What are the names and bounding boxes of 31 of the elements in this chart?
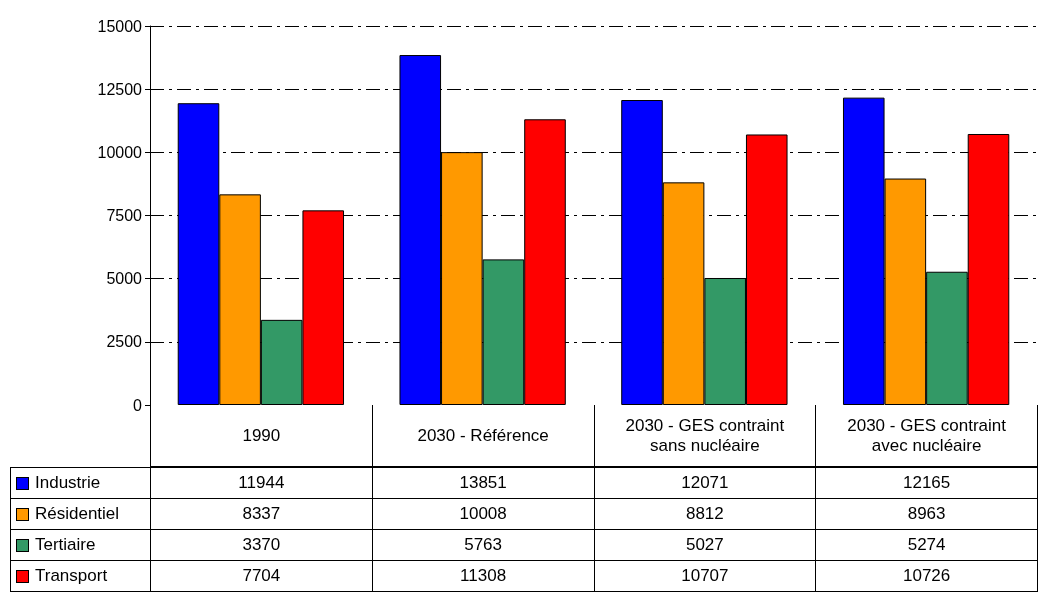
x-tick-label: 2030 - GES contraint avec nucléaire <box>815 405 1038 467</box>
data-label: 10008 <box>371 498 595 530</box>
data-label: 8812 <box>593 498 817 530</box>
data-label: 12165 <box>815 467 1038 499</box>
y-tick-label: 10000 <box>97 143 143 161</box>
data-label: 8963 <box>815 498 1038 530</box>
data-label: 13851 <box>371 467 595 499</box>
y-tick-label: 5000 <box>106 270 143 288</box>
y-tick-label: 7500 <box>106 207 143 224</box>
y-tick-label: 15000 <box>97 17 143 35</box>
data-label: 5274 <box>815 529 1038 561</box>
y-tick-label: 12500 <box>97 80 143 98</box>
legend-label: Tertiaire <box>10 529 151 561</box>
data-label: 5763 <box>371 529 595 561</box>
x-tick-label: 1990 <box>150 405 373 467</box>
data-label: 10707 <box>593 560 817 592</box>
legend-label: Résidentiel <box>10 498 151 530</box>
y-tick-label: 0 <box>133 396 143 414</box>
x-tick-label: 2030 - Référence <box>371 405 595 467</box>
data-label: 5027 <box>593 529 817 561</box>
legend-label: Industrie <box>10 467 151 499</box>
data-label: 7704 <box>150 560 373 592</box>
data-label: 11944 <box>150 467 373 499</box>
data-label: 8337 <box>150 498 373 530</box>
data-label: 11308 <box>371 560 595 592</box>
y-tick-label: 2500 <box>106 333 143 351</box>
x-tick-label: 2030 - GES contraint sans nucléaire <box>593 405 817 467</box>
data-label: 3370 <box>150 529 373 561</box>
data-label: 12071 <box>593 467 817 499</box>
data-label: 10726 <box>815 560 1038 592</box>
legend-label: Transport <box>10 560 151 592</box>
